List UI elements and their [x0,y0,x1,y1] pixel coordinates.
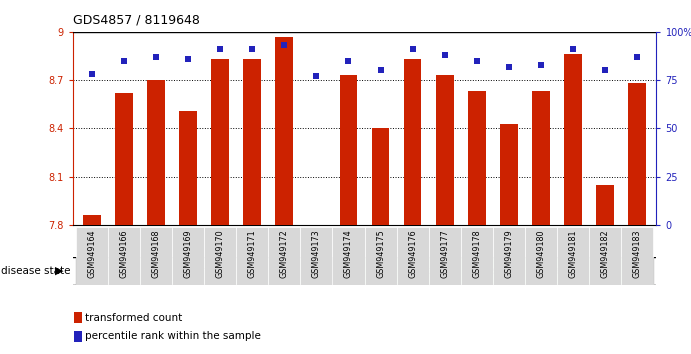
Point [151,54,162,60]
Bar [628,83,646,225]
Bar [404,59,422,225]
Text: disease state: disease state [1,266,71,276]
Text: ▶: ▶ [55,266,64,276]
Bar [179,111,197,225]
Bar [500,124,518,225]
Text: control: control [184,266,223,276]
Bar [83,215,101,225]
Text: GSM949180: GSM949180 [536,229,545,278]
Bar [372,128,389,225]
Bar [621,227,653,285]
Point [311,73,322,79]
Text: GSM949174: GSM949174 [344,229,353,278]
Text: GSM949169: GSM949169 [184,229,193,278]
Point [118,58,129,64]
Text: transformed count: transformed count [84,313,182,322]
Bar [428,227,461,285]
Text: GSM949178: GSM949178 [472,229,482,278]
Point [503,64,514,69]
Bar [332,227,364,285]
Point [600,68,611,73]
Bar [493,227,525,285]
Bar [461,227,493,285]
Text: GSM949182: GSM949182 [600,229,609,278]
Point [215,46,226,52]
Point [86,72,97,77]
Text: GSM949181: GSM949181 [569,229,578,278]
Text: GDS4857 / 8119648: GDS4857 / 8119648 [73,14,200,27]
Bar [147,80,164,225]
Point [278,42,290,48]
Bar [276,37,293,225]
Point [632,54,643,60]
Text: GSM949176: GSM949176 [408,229,417,278]
Text: GSM949168: GSM949168 [151,229,160,278]
Bar [596,184,614,225]
Text: GSM949173: GSM949173 [312,229,321,278]
Text: percentile rank within the sample: percentile rank within the sample [84,331,261,341]
Bar [364,227,397,285]
Text: GSM949177: GSM949177 [440,229,449,278]
Text: GSM949166: GSM949166 [120,229,129,278]
Bar [74,331,82,342]
Text: GSM949183: GSM949183 [633,229,642,278]
Text: GSM949175: GSM949175 [376,229,385,278]
Text: GSM949171: GSM949171 [247,229,257,278]
Bar [557,227,589,285]
Bar [397,227,428,285]
Text: obstructive sleep apnea: obstructive sleep apnea [426,266,560,276]
Bar [589,227,621,285]
Bar [436,75,453,225]
Bar [140,227,172,285]
Bar [204,227,236,285]
Point [536,62,547,68]
Bar [532,91,550,225]
Text: GSM949172: GSM949172 [280,229,289,278]
Bar [236,227,268,285]
Point [182,56,193,62]
Bar [115,93,133,225]
Bar [211,59,229,225]
Point [471,58,482,64]
Bar [340,75,357,225]
Point [567,46,578,52]
Bar [301,227,332,285]
Point [439,52,451,58]
Bar [468,91,486,225]
Bar [243,59,261,225]
Bar [108,227,140,285]
Bar [172,227,204,285]
Point [247,46,258,52]
Bar [332,257,653,284]
Bar [76,227,108,285]
Text: GSM949170: GSM949170 [216,229,225,278]
Point [343,58,354,64]
Bar [76,257,332,284]
Bar [74,312,82,323]
Bar [525,227,557,285]
Point [375,68,386,73]
Text: GSM949179: GSM949179 [504,229,513,278]
Point [407,46,418,52]
Text: GSM949164: GSM949164 [87,229,96,278]
Bar [565,55,582,225]
Bar [268,227,301,285]
